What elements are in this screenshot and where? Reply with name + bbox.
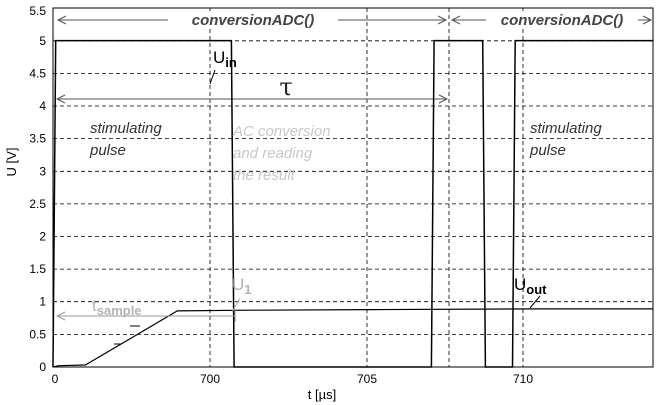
stim2-line1: stimulating xyxy=(530,120,602,137)
y-axis-label: U [V] xyxy=(4,148,19,177)
output-step-marks xyxy=(114,325,140,345)
x-tick-label: 710 xyxy=(513,372,533,386)
y-tick-label: 5 xyxy=(39,34,46,48)
ac-line2: and reading xyxy=(233,145,313,162)
u-in-label: Uin xyxy=(213,48,237,70)
tau-label: τ xyxy=(279,73,292,101)
stimulating-pulse-label-1: stimulating pulse xyxy=(89,120,166,159)
t-sample-label: tsample xyxy=(92,296,142,318)
ac-conversion-label: AC conversion and reading the result xyxy=(232,123,335,184)
y-tick-label: 2.5 xyxy=(29,197,46,211)
x-axis-label: t [µs] xyxy=(308,387,336,402)
series-u-in-line xyxy=(52,39,653,368)
stim1-line1: stimulating xyxy=(90,120,162,137)
u-out-pointer xyxy=(529,295,541,309)
y-tick-label: 2 xyxy=(39,230,46,244)
u-out-label: Uout xyxy=(514,275,547,297)
u-in-main: U xyxy=(213,48,225,67)
t-sample-arrow xyxy=(55,310,236,322)
u1-label: U1 xyxy=(232,275,252,297)
stimulating-pulse-label-2: stimulating pulse xyxy=(529,120,606,159)
y-tick-label: 5.5 xyxy=(29,4,46,18)
t-sample-main: t xyxy=(92,296,97,315)
y-tick-label: 3.5 xyxy=(29,132,46,146)
u1-main: U xyxy=(232,275,244,294)
ac-line3: the result xyxy=(233,167,296,184)
u-out-main: U xyxy=(514,275,526,294)
plot-area xyxy=(52,7,654,368)
vertical-grid xyxy=(209,8,524,367)
t-sample-sub: sample xyxy=(97,303,142,318)
u-out-sub: out xyxy=(526,282,547,297)
u-in-pointer xyxy=(209,69,216,85)
y-tick-label: 1 xyxy=(39,295,46,309)
conversion-label-2: conversionADC() xyxy=(501,12,624,29)
u1-pointer xyxy=(231,297,241,313)
y-tick-label: 0.5 xyxy=(29,327,46,341)
y-tick-label: 4.5 xyxy=(29,66,46,80)
x-tick-label: 700 xyxy=(200,372,220,386)
y-tick-label: 3 xyxy=(39,164,46,178)
tau-arrow xyxy=(55,94,449,104)
y-tick-label: 0 xyxy=(39,360,46,374)
y-axis: 0 0.5 1 1.5 2 2.5 3 3.5 4 4.5 5 5.5 xyxy=(29,4,46,374)
y-tick-label: 4 xyxy=(39,99,46,113)
u-in-sub: in xyxy=(225,55,237,70)
stim2-line2: pulse xyxy=(529,142,566,159)
ac-line1: AC conversion xyxy=(232,123,331,140)
series-u-out-line xyxy=(52,308,653,368)
x-tick-label: 0 xyxy=(52,372,59,386)
x-axis: 0 700 705 710 xyxy=(52,372,534,386)
stim1-line2: pulse xyxy=(89,142,126,159)
u1-sub: 1 xyxy=(244,282,251,297)
y-tick-label: 1.5 xyxy=(29,262,46,276)
conversion-label-1: conversionADC() xyxy=(192,12,315,29)
x-tick-label: 705 xyxy=(357,372,377,386)
